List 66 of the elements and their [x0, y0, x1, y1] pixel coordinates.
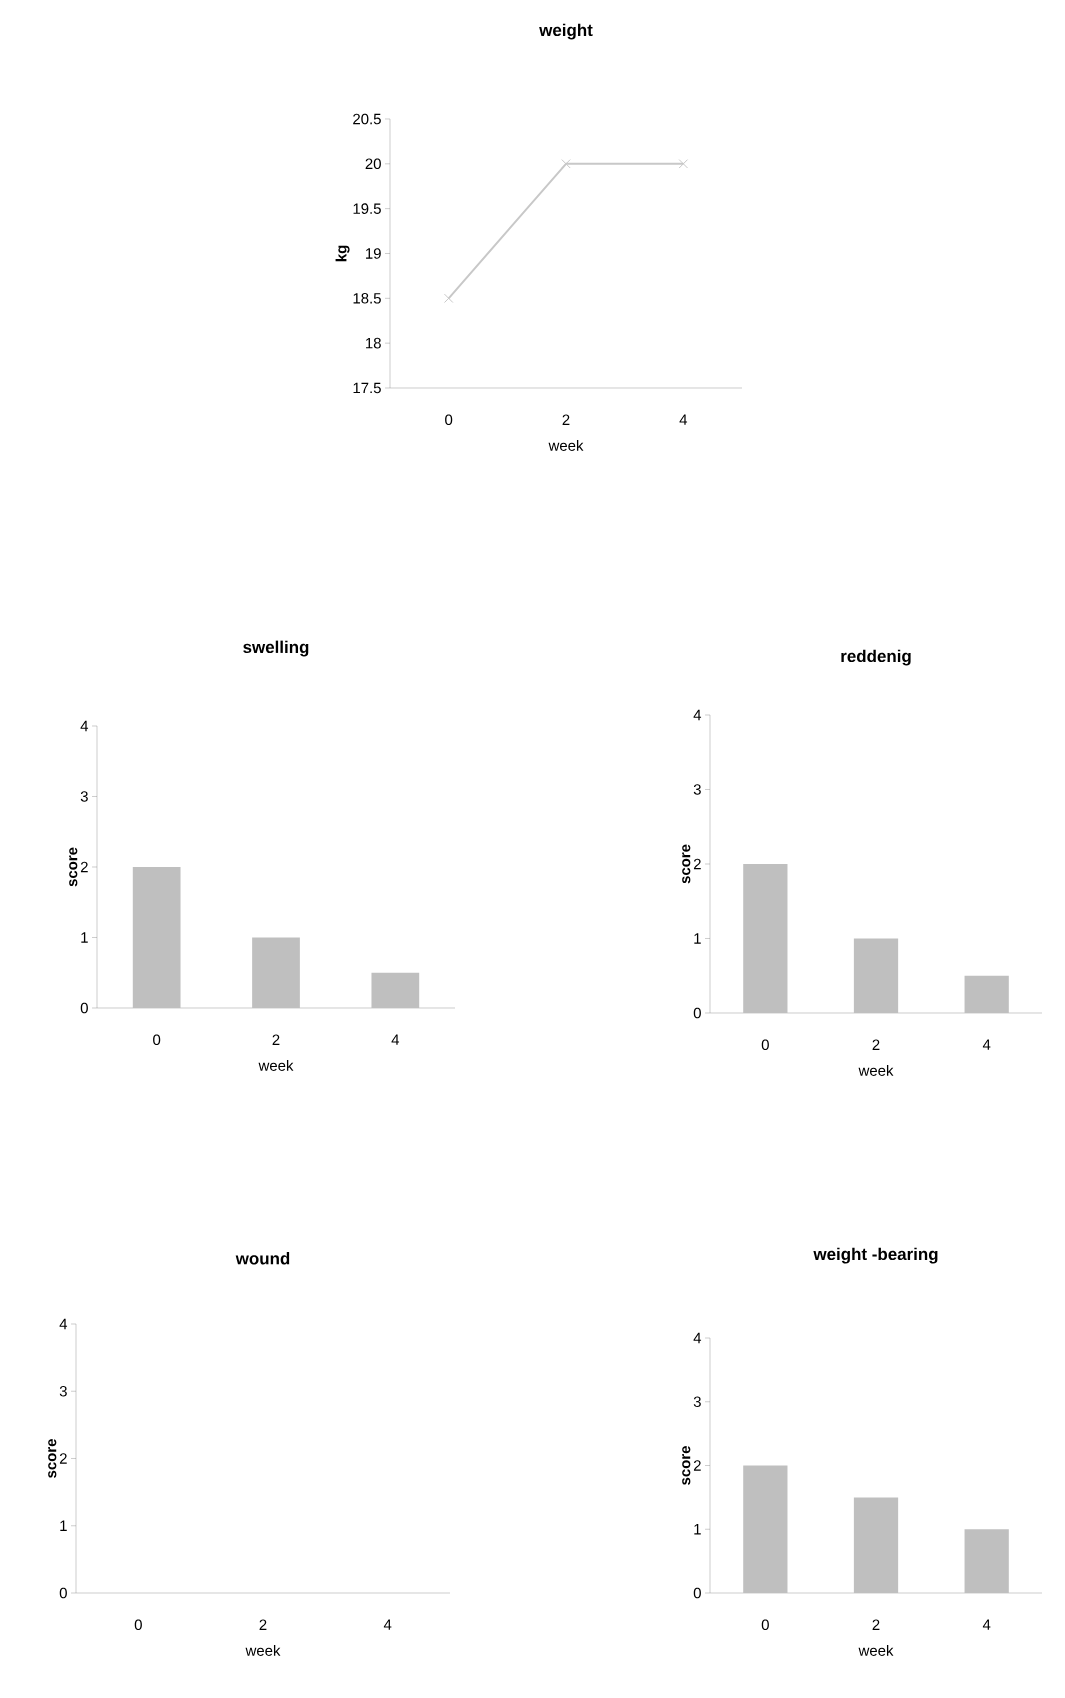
y-axis-title: score — [682, 844, 691, 884]
x-tick-label: 4 — [982, 1039, 991, 1050]
bar — [964, 1529, 1009, 1593]
y-tick-label: 0 — [693, 1007, 701, 1019]
chart-title: weight -bearing — [813, 1247, 938, 1264]
chart-title: reddenig — [841, 649, 911, 666]
bar — [743, 863, 788, 1013]
x-axis-title: week — [245, 1644, 281, 1656]
y-tick-label: 19.5 — [353, 203, 381, 214]
x-tick-label: 2 — [562, 414, 570, 425]
y-tick-label: 1 — [694, 933, 701, 944]
x-tick-label: 4 — [391, 1034, 400, 1045]
y-tick-label: 4 — [693, 1332, 702, 1344]
y-tick-label: 18 — [366, 337, 381, 349]
y-tick-label: 3 — [59, 1385, 67, 1397]
x-tick-label: 0 — [134, 1619, 142, 1631]
bar — [252, 937, 300, 1008]
y-tick-label: 0 — [59, 1587, 67, 1599]
x-tick-label: 4 — [982, 1619, 991, 1630]
bar — [743, 1465, 788, 1593]
y-tick-label: 4 — [693, 709, 702, 721]
y-tick-label: 20 — [365, 158, 381, 170]
x-axis-title: week — [858, 1064, 894, 1076]
bar — [132, 866, 181, 1008]
y-axis-title: kg — [335, 245, 350, 262]
x-tick-label: 4 — [679, 414, 688, 425]
x-tick-label: 2 — [872, 1039, 880, 1050]
x-tick-label: 0 — [761, 1619, 769, 1631]
y-axis-title: score — [48, 1439, 57, 1478]
y-axis-title: score — [682, 1446, 691, 1485]
x-tick-label: 0 — [761, 1039, 769, 1051]
y-tick-label: 0 — [693, 1587, 701, 1599]
y-tick-label: 4 — [80, 720, 89, 732]
x-tick-label: 4 — [383, 1619, 392, 1630]
chart-title: wound — [235, 1252, 290, 1265]
y-tick-label: 17.5 — [353, 382, 381, 394]
y-tick-label: 4 — [59, 1318, 68, 1330]
x-tick-label: 2 — [872, 1619, 880, 1630]
y-tick-label: 2 — [693, 1460, 701, 1471]
x-tick-label: 0 — [445, 414, 453, 426]
y-tick-label: 1 — [694, 1524, 701, 1535]
y-tick-label: 19 — [366, 248, 381, 259]
chart-title: swelling — [243, 640, 309, 657]
y-tick-label: 3 — [693, 784, 701, 795]
bar — [371, 972, 420, 1008]
x-tick-label: 2 — [259, 1619, 267, 1630]
y-tick-label: 2 — [693, 858, 701, 870]
y-tick-label: 1 — [60, 1520, 67, 1531]
x-axis-title: week — [858, 1644, 894, 1656]
x-axis-title: week — [548, 439, 584, 451]
bar — [853, 938, 899, 1013]
y-tick-label: 18.5 — [353, 293, 381, 304]
chart-title: weight — [539, 23, 593, 40]
y-tick-label: 0 — [80, 1002, 88, 1014]
y-tick-label: 2 — [59, 1453, 67, 1464]
x-tick-label: 0 — [153, 1034, 161, 1046]
y-tick-label: 3 — [693, 1396, 701, 1408]
bar — [853, 1497, 899, 1593]
y-tick-label: 1 — [81, 932, 88, 943]
x-axis-title: week — [258, 1059, 294, 1071]
y-tick-label: 3 — [80, 791, 88, 802]
y-tick-label: 2 — [80, 861, 88, 873]
y-tick-label: 20.5 — [353, 113, 381, 125]
x-tick-label: 2 — [272, 1034, 280, 1045]
y-axis-title: score — [69, 847, 78, 887]
bar — [964, 975, 1009, 1013]
